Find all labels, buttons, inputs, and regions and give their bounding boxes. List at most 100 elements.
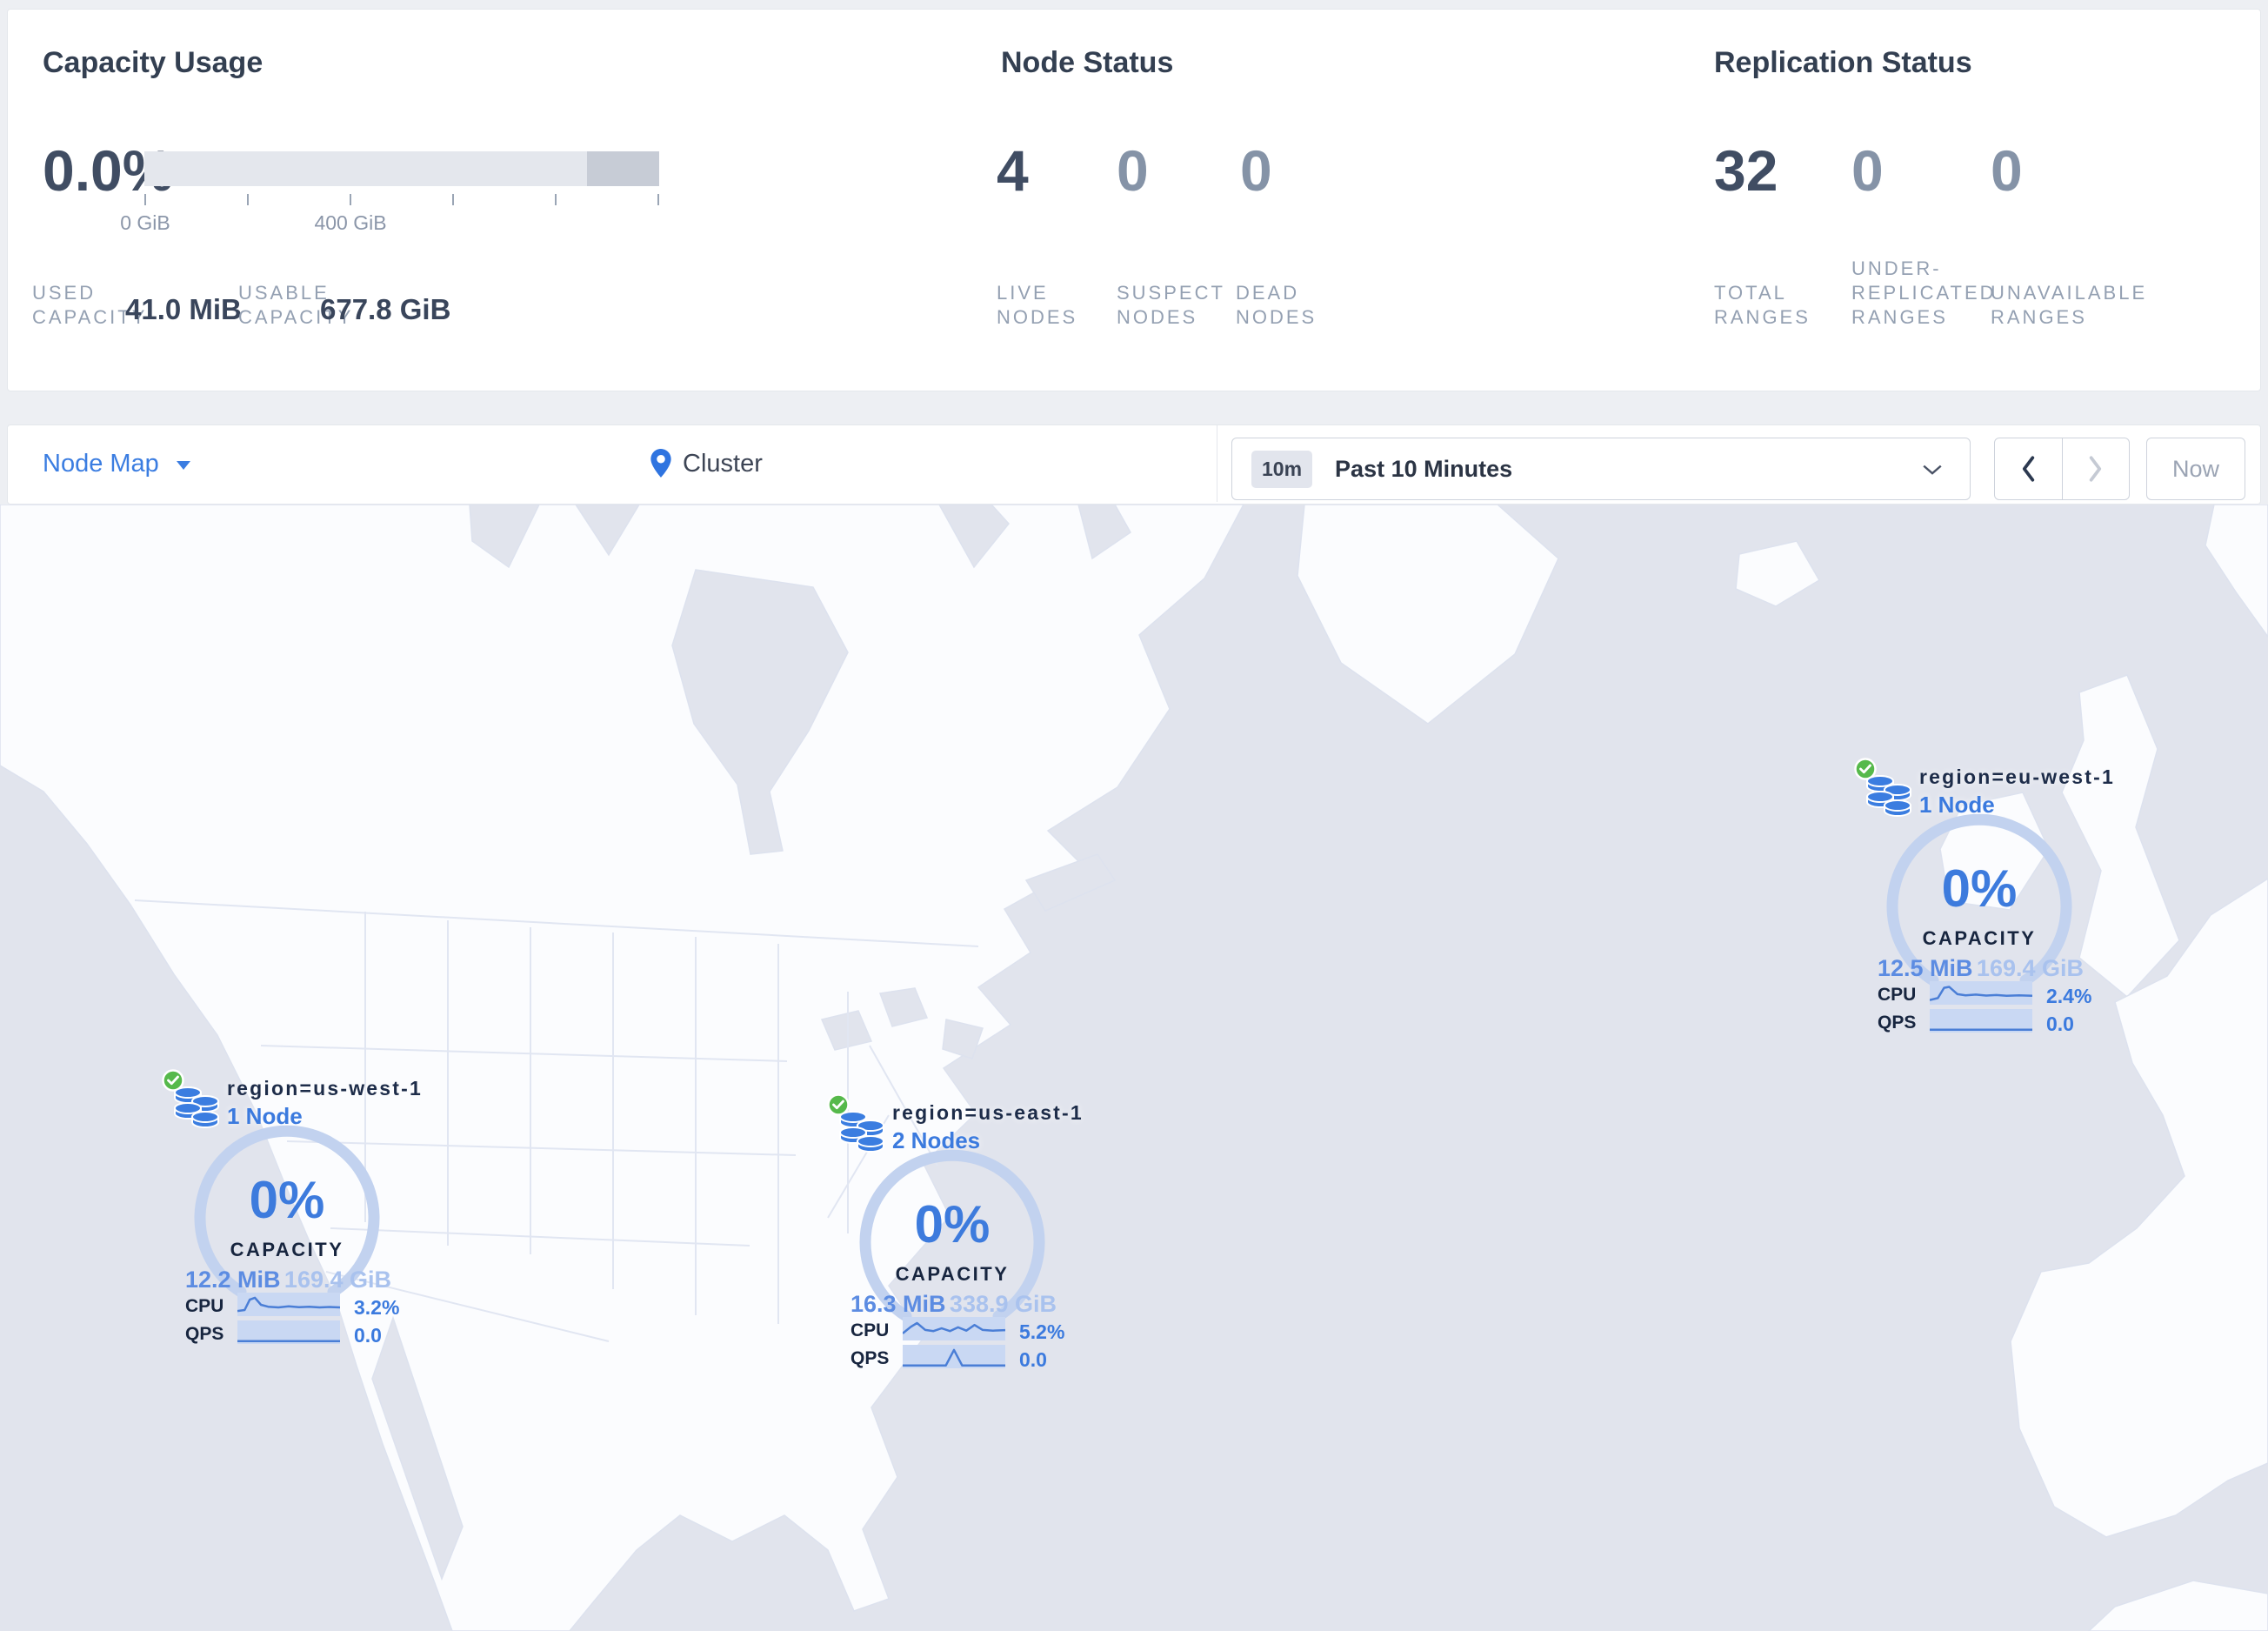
total-ranges-label-line2: RANGES bbox=[1714, 306, 1811, 328]
used-capacity-label-line1: USED bbox=[32, 282, 97, 304]
status-ok-check-icon bbox=[1854, 758, 1877, 780]
suspect-nodes-count: 0 bbox=[1117, 138, 1149, 203]
bar-tick bbox=[144, 194, 146, 205]
map-toolbar: Node Map Cluster 10m Past 10 Minutes bbox=[7, 424, 2261, 505]
database-stack-icon bbox=[839, 1111, 884, 1153]
time-step-forward-button[interactable] bbox=[2063, 438, 2130, 499]
capacity-gauge-arc bbox=[194, 1125, 380, 1298]
region-total-capacity: 169.4 GiB bbox=[1976, 955, 2084, 981]
chevron-down-icon bbox=[1923, 465, 1942, 475]
capacity-usage-bar bbox=[144, 151, 659, 186]
under-replicated-label-line2: REPLICATED bbox=[1851, 282, 1997, 304]
dead-nodes-label-line2: NODES bbox=[1236, 306, 1317, 328]
used-capacity-value: 41.0 MiB bbox=[125, 293, 242, 325]
map-state-borders bbox=[134, 899, 979, 1342]
capacity-gauge-percent: 0% bbox=[249, 1171, 325, 1229]
qps-sparkline bbox=[237, 1320, 340, 1344]
replication-status-title: Replication Status bbox=[1714, 46, 1972, 79]
bar-tick-label-400: 400 GiB bbox=[314, 211, 387, 234]
qps-label: QPS bbox=[1878, 1013, 1917, 1033]
live-nodes-count: 4 bbox=[997, 138, 1029, 203]
map-pin-icon bbox=[650, 449, 671, 478]
qps-label: QPS bbox=[185, 1324, 224, 1344]
bar-tick bbox=[657, 194, 659, 205]
unavailable-label-line1: UNAVAILABLE bbox=[1991, 282, 2148, 304]
time-range-dropdown[interactable]: 10m Past 10 Minutes bbox=[1231, 438, 1971, 500]
cpu-value: 5.2% bbox=[1019, 1320, 1065, 1343]
chevron-left-icon bbox=[2023, 456, 2035, 482]
bar-tick-label-0: 0 GiB bbox=[120, 211, 170, 234]
breadcrumb[interactable]: Cluster bbox=[650, 425, 763, 502]
now-button[interactable]: Now bbox=[2146, 438, 2245, 500]
cpu-sparkline bbox=[1930, 981, 2032, 1005]
node-status-title: Node Status bbox=[1001, 46, 1174, 79]
capacity-gauge-percent: 0% bbox=[1941, 859, 2018, 918]
capacity-gauge-label: CAPACITY bbox=[895, 1263, 1010, 1285]
region-node-count[interactable]: 1 Node bbox=[1919, 792, 1995, 818]
capacity-gauge-label: CAPACITY bbox=[1922, 927, 2037, 949]
cpu-label: CPU bbox=[185, 1296, 224, 1316]
region-node-count[interactable]: 2 Nodes bbox=[892, 1127, 981, 1153]
under-replicated-ranges-count: 0 bbox=[1851, 138, 1884, 203]
chevron-down-icon bbox=[176, 461, 190, 470]
used-capacity-label-line2: CAPACITY bbox=[32, 306, 148, 328]
region-node-count[interactable]: 1 Node bbox=[227, 1103, 303, 1129]
qps-sparkline bbox=[903, 1345, 1005, 1368]
region-used-capacity: 16.3 MiB bbox=[850, 1291, 946, 1317]
status-ok-check-icon bbox=[162, 1069, 184, 1092]
time-step-back-button[interactable] bbox=[1995, 438, 2063, 499]
usable-capacity-label-line2: CAPACITY bbox=[238, 306, 354, 328]
cluster-summary-panel: Capacity Usage 0.0% 0 GiB 400 GiB USED C… bbox=[7, 9, 2261, 391]
live-nodes-label-line1: LIVE bbox=[997, 282, 1049, 304]
region-name: region=eu-west-1 bbox=[1919, 765, 2115, 788]
database-stack-icon bbox=[1866, 775, 1911, 817]
cpu-sparkline bbox=[903, 1317, 1005, 1340]
region-marker-us-west-1[interactable]: region=us-west-1 1 Node 0% CAPACITY 12.2… bbox=[161, 1068, 422, 1355]
region-used-capacity: 12.5 MiB bbox=[1878, 955, 1973, 981]
total-ranges-count: 32 bbox=[1714, 138, 1778, 203]
capacity-gauge-label: CAPACITY bbox=[230, 1239, 344, 1260]
live-nodes-label-line2: NODES bbox=[997, 306, 1078, 328]
qps-value: 0.0 bbox=[2046, 1013, 2074, 1035]
usable-capacity-label-line1: USABLE bbox=[238, 282, 330, 304]
cpu-value: 3.2% bbox=[354, 1296, 400, 1319]
region-total-capacity: 338.9 GiB bbox=[949, 1291, 1057, 1317]
cpu-value: 2.4% bbox=[2046, 985, 2092, 1007]
node-map[interactable]: region=us-west-1 1 Node 0% CAPACITY 12.2… bbox=[0, 505, 2268, 1631]
bar-tick bbox=[452, 194, 454, 205]
qps-value: 0.0 bbox=[354, 1324, 382, 1347]
map-landmasses bbox=[0, 505, 2268, 1631]
unavailable-label-line2: RANGES bbox=[1991, 306, 2087, 328]
capacity-gauge-arc bbox=[859, 1149, 1045, 1322]
breadcrumb-label: Cluster bbox=[683, 449, 763, 478]
dead-nodes-label-line1: DEAD bbox=[1236, 282, 1300, 304]
chevron-right-icon bbox=[2089, 456, 2101, 482]
region-used-capacity: 12.2 MiB bbox=[185, 1267, 281, 1293]
region-name: region=us-west-1 bbox=[227, 1077, 423, 1100]
region-marker-us-east-1[interactable]: region=us-east-1 2 Nodes 0% CAPACITY 16.… bbox=[826, 1093, 1087, 1380]
capacity-usage-bar-segment bbox=[587, 151, 659, 186]
cpu-label: CPU bbox=[1878, 985, 1917, 1005]
cpu-label: CPU bbox=[850, 1320, 890, 1340]
database-stack-icon bbox=[174, 1086, 219, 1128]
qps-sparkline bbox=[1930, 1009, 2032, 1033]
region-marker-eu-west-1[interactable]: region=eu-west-1 1 Node 0% CAPACITY 12.5… bbox=[1853, 757, 2114, 1044]
view-selector-dropdown[interactable]: Node Map bbox=[43, 425, 190, 502]
capacity-gauge-arc bbox=[1886, 813, 2072, 986]
map-inland-waters bbox=[371, 505, 1131, 1581]
total-ranges-label-line1: TOTAL bbox=[1714, 282, 1787, 304]
world-map bbox=[0, 505, 2268, 1631]
suspect-nodes-label-line1: SUSPECT bbox=[1117, 282, 1225, 304]
status-ok-check-icon bbox=[827, 1093, 850, 1116]
capacity-gauge-percent: 0% bbox=[914, 1195, 991, 1253]
capacity-usage-title: Capacity Usage bbox=[43, 46, 263, 79]
bar-tick bbox=[350, 194, 351, 205]
qps-value: 0.0 bbox=[1019, 1348, 1047, 1371]
dead-nodes-count: 0 bbox=[1240, 138, 1272, 203]
region-total-capacity: 169.4 GiB bbox=[284, 1267, 391, 1293]
region-name: region=us-east-1 bbox=[892, 1101, 1084, 1124]
unavailable-ranges-count: 0 bbox=[1991, 138, 2023, 203]
suspect-nodes-label-line2: NODES bbox=[1117, 306, 1198, 328]
time-range-label: Past 10 Minutes bbox=[1335, 455, 1513, 482]
